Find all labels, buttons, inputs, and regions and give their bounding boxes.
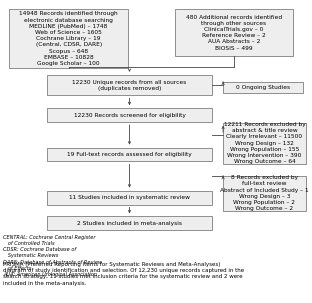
- FancyBboxPatch shape: [47, 108, 212, 122]
- Text: PRISMA (Preferred Reporting Items for Systematic Reviews and Meta-Analyses)
diag: PRISMA (Preferred Reporting Items for Sy…: [3, 262, 244, 286]
- FancyBboxPatch shape: [9, 9, 128, 68]
- FancyBboxPatch shape: [47, 216, 212, 230]
- Text: CENTRAL: Cochrane Central Register
   of Controlled Trials
CDSR: Cochrane Databa: CENTRAL: Cochrane Central Register of Co…: [3, 235, 102, 277]
- Text: 12230 Records screened for eligibility: 12230 Records screened for eligibility: [74, 113, 185, 118]
- FancyBboxPatch shape: [223, 82, 303, 93]
- FancyBboxPatch shape: [47, 75, 212, 95]
- Text: 14948 Records identified through
electronic database searching
MEDLINE (PubMed) : 14948 Records identified through electro…: [19, 11, 118, 66]
- FancyBboxPatch shape: [47, 148, 212, 161]
- Text: 19 Full-text records assessed for eligibility: 19 Full-text records assessed for eligib…: [67, 152, 192, 157]
- Text: 2 Studies included in meta-analysis: 2 Studies included in meta-analysis: [77, 221, 182, 226]
- Text: 480 Additional records identified
through other sources
ClinicalTrials.gov – 0
R: 480 Additional records identified throug…: [186, 15, 282, 51]
- Text: 12211 Records excluded by
abstract & title review
Clearly Irrelevant – 11500
Wro: 12211 Records excluded by abstract & tit…: [223, 122, 305, 164]
- FancyBboxPatch shape: [223, 176, 306, 211]
- FancyBboxPatch shape: [223, 123, 306, 164]
- FancyBboxPatch shape: [47, 191, 212, 205]
- Text: 8 Records excluded by
full-text review
Abstract of Included Study – 1
Wrong Desi: 8 Records excluded by full-text review A…: [220, 175, 309, 211]
- Text: 12230 Unique records from all sources
(duplicates removed): 12230 Unique records from all sources (d…: [72, 80, 187, 91]
- Text: 0 Ongoing Studies: 0 Ongoing Studies: [236, 85, 290, 90]
- Text: 11 Studies included in systematic review: 11 Studies included in systematic review: [69, 195, 190, 200]
- FancyBboxPatch shape: [175, 9, 293, 56]
